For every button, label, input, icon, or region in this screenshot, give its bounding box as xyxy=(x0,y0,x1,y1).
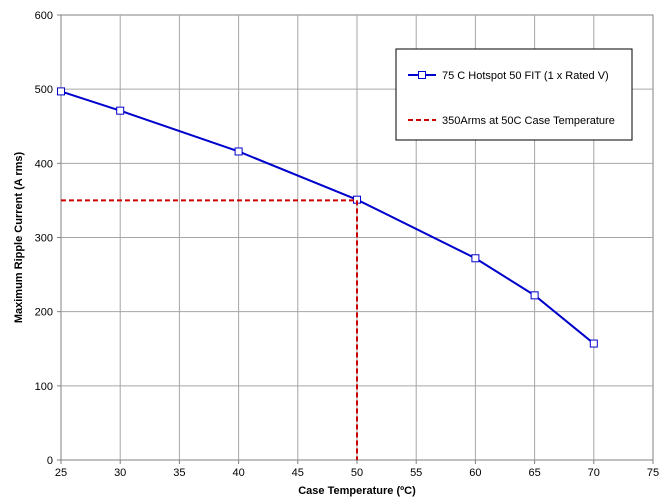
legend-label-series-1: 75 C Hotspot 50 FIT (1 x Rated V) xyxy=(442,70,609,82)
x-tick-label: 40 xyxy=(232,467,244,479)
y-tick-label: 200 xyxy=(35,307,53,319)
series-layer xyxy=(57,87,598,460)
legend-marker-series-1 xyxy=(418,71,426,79)
y-axis-title: Maximum Ripple Current (A rms) xyxy=(13,151,25,323)
series-line-2 xyxy=(61,199,358,460)
x-tick-label: 70 xyxy=(588,467,600,479)
data-point-marker xyxy=(530,291,539,300)
y-axis-tick-labels: 0 100 200 300 400 500 600 xyxy=(35,10,53,467)
y-tick-label: 400 xyxy=(35,158,53,170)
data-point-marker xyxy=(116,106,125,115)
legend-label-series-2: 350Arms at 50C Case Temperature xyxy=(442,115,615,127)
data-point-marker xyxy=(234,147,243,156)
data-point-marker xyxy=(471,254,480,263)
x-axis-title: Case Temperature (ºC) xyxy=(298,485,416,497)
x-tick-label: 65 xyxy=(528,467,540,479)
x-tick-label: 60 xyxy=(469,467,481,479)
y-tick-label: 300 xyxy=(35,233,53,245)
data-point-marker xyxy=(57,87,65,96)
legend-box xyxy=(395,48,633,141)
y-tick-label: 100 xyxy=(35,381,53,393)
y-tick-label: 0 xyxy=(47,455,53,467)
x-tick-label: 45 xyxy=(292,467,304,479)
x-tick-label: 55 xyxy=(410,467,422,479)
legend: 75 C Hotspot 50 FIT (1 x Rated V) 350Arm… xyxy=(395,48,633,141)
x-tick-label: 30 xyxy=(114,467,126,479)
x-tick-label: 35 xyxy=(173,467,185,479)
x-axis-tick-labels: 25 30 35 40 45 50 55 60 65 70 75 xyxy=(55,467,659,479)
y-tick-label: 600 xyxy=(35,10,53,22)
x-tick-label: 75 xyxy=(647,467,659,479)
x-tick-label: 50 xyxy=(351,467,363,479)
data-point-marker xyxy=(589,339,598,348)
x-tick-label: 25 xyxy=(55,467,67,479)
y-tick-label: 500 xyxy=(35,84,53,96)
